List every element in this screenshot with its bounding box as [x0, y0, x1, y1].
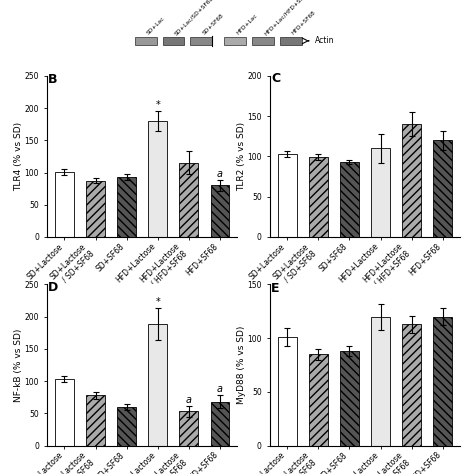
Bar — [86, 181, 105, 237]
Bar — [118, 407, 136, 446]
Bar — [371, 148, 390, 237]
Text: a: a — [217, 169, 223, 179]
Y-axis label: NF-kB (% vs SD): NF-kB (% vs SD) — [14, 328, 23, 401]
Bar — [86, 395, 105, 446]
Bar — [371, 317, 390, 446]
Text: B: B — [48, 73, 58, 86]
Bar — [191, 37, 212, 45]
Bar — [118, 177, 136, 237]
Bar — [402, 124, 421, 237]
Text: SD+SF68: SD+SF68 — [201, 13, 225, 36]
Bar — [148, 121, 167, 237]
Text: a: a — [217, 384, 223, 394]
Text: a: a — [186, 395, 192, 405]
Text: D: D — [48, 281, 59, 294]
Bar — [180, 411, 198, 446]
Bar — [278, 154, 297, 237]
Y-axis label: TLR4 (% vs SD): TLR4 (% vs SD) — [14, 122, 23, 191]
Bar — [55, 172, 74, 237]
Bar — [309, 157, 328, 237]
Bar — [402, 324, 421, 446]
Bar — [55, 379, 74, 446]
Bar — [180, 163, 198, 237]
Bar — [163, 37, 184, 45]
Text: *: * — [155, 297, 160, 307]
Text: *: * — [155, 100, 160, 110]
Bar — [340, 162, 359, 237]
Y-axis label: TLR2 (% vs SD): TLR2 (% vs SD) — [237, 122, 246, 191]
Bar — [309, 354, 328, 446]
Text: HFD+SF68: HFD+SF68 — [291, 10, 317, 36]
Text: HFD+Lac/HFD+SF68: HFD+Lac/HFD+SF68 — [263, 0, 310, 36]
Bar — [224, 37, 246, 45]
Bar — [433, 140, 452, 237]
Text: E: E — [271, 282, 280, 295]
Bar — [252, 37, 274, 45]
Text: Actin: Actin — [315, 36, 334, 46]
Text: HFD+Lac: HFD+Lac — [235, 13, 258, 36]
Text: SD+Lac/SD+SF68: SD+Lac/SD+SF68 — [173, 0, 215, 36]
Bar — [433, 317, 452, 446]
Bar — [280, 37, 302, 45]
Bar — [148, 324, 167, 446]
Bar — [340, 351, 359, 446]
Text: C: C — [271, 72, 280, 85]
Bar — [210, 402, 229, 446]
Bar — [278, 337, 297, 446]
Bar — [135, 37, 156, 45]
Bar — [210, 185, 229, 237]
Y-axis label: MyD88 (% vs SD): MyD88 (% vs SD) — [237, 326, 246, 404]
Text: SD+Lac: SD+Lac — [146, 16, 166, 36]
